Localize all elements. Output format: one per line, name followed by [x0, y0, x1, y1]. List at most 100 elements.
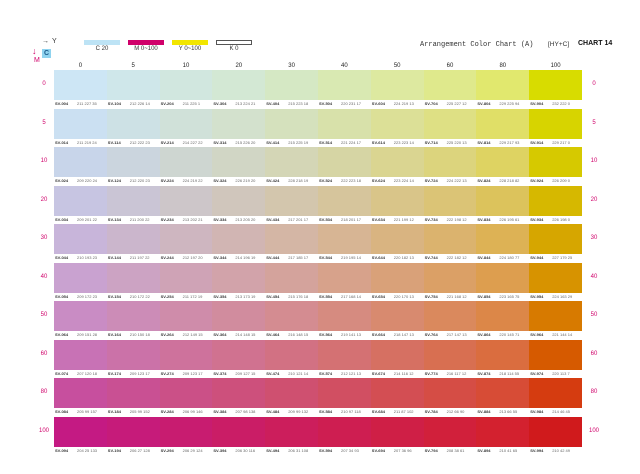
- swatch-values: 211 87 102: [393, 409, 414, 414]
- swatch-code: SV-584: [319, 409, 333, 414]
- swatch-values: 223 223 14: [393, 139, 414, 145]
- color-swatch: [423, 416, 477, 447]
- swatch-code: SV-714: [424, 139, 438, 145]
- swatch-values: 229 217 93: [499, 139, 520, 145]
- swatch-code: SV-894: [477, 447, 491, 453]
- swatch-values: 209 123 17: [129, 370, 150, 376]
- swatch-values: 220 170 13: [393, 293, 414, 299]
- swatch-code: SV-204: [160, 101, 174, 106]
- swatch-code: SV-164: [107, 332, 121, 337]
- swatch-values: 210 172 22: [129, 293, 150, 299]
- column-label: 10: [182, 63, 190, 69]
- swatch-values: 211 172 19: [182, 293, 203, 299]
- swatch-strip: [54, 262, 583, 293]
- swatch-code: SV-304: [213, 101, 227, 106]
- swatch-values: 204 25 133: [77, 447, 98, 453]
- swatch-values: 206 30 116: [235, 447, 256, 453]
- swatch-values: 220 145 71: [499, 332, 520, 337]
- row-label-left: 40: [40, 273, 48, 280]
- swatch-values: 232 222 0: [552, 101, 570, 106]
- swatch-code: SV-564: [319, 332, 333, 337]
- swatch-code: SV-774: [424, 370, 438, 376]
- color-swatch: [476, 416, 530, 447]
- swatch-values: 206 27 128: [129, 447, 150, 453]
- legend-swatch: [84, 40, 120, 45]
- swatch-code: SV-864: [477, 332, 491, 337]
- swatch-strip: [54, 108, 583, 139]
- swatch-code: SV-554: [319, 293, 333, 299]
- swatch-values: 210 42 49: [552, 447, 570, 453]
- column-label: 0: [78, 63, 83, 69]
- code-strip: SV-014 211 219 24 SV-114 212 222 23 SV-214 21…: [54, 139, 582, 148]
- color-swatch: [476, 147, 530, 177]
- color-swatch: [265, 224, 319, 254]
- code-strip: SV-074 207 120 18 SV-174 209 123 17 SV-274 20…: [54, 370, 582, 379]
- color-swatch: [370, 262, 424, 293]
- swatch-code: SV-454: [266, 293, 280, 299]
- color-swatch: [106, 147, 160, 177]
- swatch-values: 210 97 118: [341, 409, 361, 414]
- swatch-code: SV-394: [213, 447, 227, 453]
- swatch-values: 220 231 17: [341, 101, 362, 106]
- swatch-values: 209 172 23: [77, 293, 98, 299]
- color-swatch: [159, 301, 213, 331]
- color-swatch: [476, 70, 530, 100]
- swatch-code: SV-844: [477, 255, 491, 260]
- color-swatch: [106, 416, 160, 447]
- code-strip: SV-004 211 227 35 SV-104 212 226 14 SV-204 21…: [54, 100, 582, 109]
- swatch-values: 221 144 14: [552, 332, 573, 337]
- color-swatch: [529, 262, 583, 293]
- swatch-values: 214 227 22: [182, 139, 203, 145]
- swatch-code: SV-744: [424, 255, 438, 260]
- swatch-values: 229 225 94: [499, 101, 520, 106]
- swatch-values: 223 224 14: [393, 178, 414, 183]
- swatch-values: 218 114 55: [499, 370, 520, 376]
- swatch-values: 212 220 23: [129, 178, 150, 183]
- color-swatch: [265, 70, 319, 100]
- color-swatch: [54, 378, 108, 408]
- legend: C 20 M 0~100 Y 0~100 K 0: [84, 40, 254, 56]
- color-swatch: [318, 224, 372, 254]
- color-swatch: [476, 108, 530, 139]
- swatch-values: 213 173 19: [235, 293, 256, 299]
- color-swatch: [529, 301, 583, 331]
- color-swatch: [423, 339, 477, 370]
- swatch-values: 217 168 14: [341, 293, 362, 299]
- swatch-code: SV-544: [319, 255, 333, 260]
- color-swatch: [54, 339, 108, 370]
- color-swatch: [370, 378, 424, 408]
- swatch-values: 228 218 19: [288, 178, 309, 183]
- color-swatch: [212, 224, 266, 254]
- swatch-code: SV-824: [477, 178, 491, 183]
- color-swatch: [476, 262, 530, 293]
- swatch-code: SV-754: [424, 293, 438, 299]
- color-swatch: [423, 301, 477, 331]
- swatch-code: SV-084: [55, 409, 69, 414]
- swatch-code: SV-004: [55, 101, 69, 106]
- swatch-code: SV-404: [266, 101, 280, 106]
- swatch-values: 224 219 22: [182, 178, 203, 183]
- swatch-code: SV-414: [266, 139, 280, 145]
- legend-label: Y 0~100: [178, 46, 202, 52]
- column-label: 30: [288, 63, 295, 69]
- swatch-strip: [54, 301, 583, 331]
- legend-item: M 0~100: [128, 40, 164, 52]
- code-strip: SV-084 205 99 157 SV-184 205 99 152 SV-284 20…: [54, 408, 582, 417]
- swatch-values: 212 197 20: [182, 255, 203, 260]
- swatch-strip: [54, 70, 583, 100]
- color-swatch: [212, 301, 266, 331]
- swatch-values: 205 99 152: [129, 409, 150, 414]
- swatch-code: SV-124: [107, 178, 121, 183]
- swatch-code: SV-914: [530, 139, 544, 145]
- swatch-code: SV-284: [160, 409, 174, 414]
- swatch-values: 210 41 65: [499, 447, 518, 453]
- swatch-values: 214 148 15: [235, 332, 256, 337]
- color-swatch: [318, 301, 372, 331]
- legend-label: K 0: [229, 46, 239, 52]
- chart-title: Arrangement Color Chart (A): [420, 41, 534, 49]
- swatch-code: SV-254: [160, 293, 174, 299]
- swatch-values: 213 66 55: [499, 409, 518, 414]
- row-label-right: 60: [590, 350, 598, 357]
- swatch-code: SV-104: [107, 101, 121, 106]
- color-swatch: [265, 301, 319, 331]
